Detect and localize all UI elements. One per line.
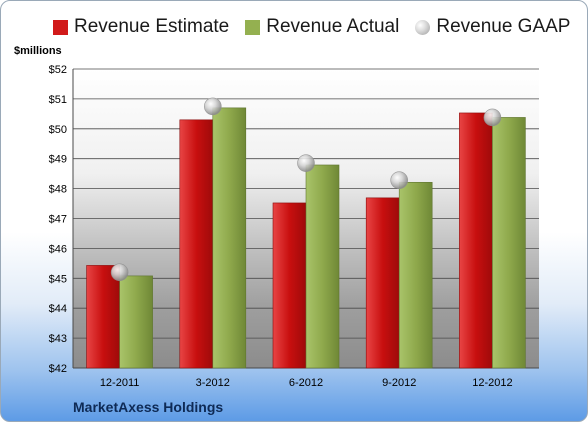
y-tick-label: $52 bbox=[49, 64, 67, 76]
bar-revenue-estimate bbox=[86, 265, 120, 369]
legend-label-actual: Revenue Actual bbox=[266, 16, 400, 37]
x-tick-label: 6-2012 bbox=[289, 377, 323, 389]
legend-swatch-actual bbox=[245, 19, 261, 35]
y-tick-label: $47 bbox=[49, 214, 67, 226]
bar-revenue-estimate bbox=[365, 197, 400, 369]
y-tick-label: $43 bbox=[49, 333, 67, 345]
bar-revenue-actual bbox=[492, 117, 526, 369]
y-tick-label: $44 bbox=[49, 303, 67, 315]
marker-revenue-gaap bbox=[110, 263, 129, 282]
bar-revenue-estimate bbox=[272, 202, 307, 369]
bar-revenue-actual bbox=[305, 164, 340, 369]
bar-revenue-actual bbox=[398, 182, 433, 369]
legend-swatch-estimate bbox=[53, 19, 68, 35]
y-tick-label: $50 bbox=[49, 124, 67, 136]
company-name: MarketAxess Holdings bbox=[73, 399, 224, 415]
y-tick-label: $45 bbox=[49, 273, 67, 285]
y-tick-label: $51 bbox=[49, 94, 67, 106]
bar-revenue-actual bbox=[212, 107, 247, 369]
legend-marker-gaap bbox=[415, 19, 431, 35]
y-axis-unit-label: $millions bbox=[14, 45, 62, 57]
legend-label-gaap: Revenue GAAP bbox=[436, 16, 571, 37]
chart-legend: Revenue Estimate Revenue Actual Revenue … bbox=[53, 16, 578, 38]
y-tick-label: $48 bbox=[49, 184, 67, 196]
legend-label-estimate: Revenue Estimate bbox=[74, 16, 230, 37]
marker-revenue-gaap bbox=[390, 171, 409, 190]
x-tick-label: 12-2012 bbox=[472, 377, 512, 389]
marker-revenue-gaap bbox=[483, 108, 502, 127]
bar-revenue-estimate bbox=[459, 112, 493, 369]
marker-revenue-gaap bbox=[204, 97, 222, 116]
y-tick-label: $49 bbox=[49, 154, 67, 166]
legend-item-gaap: Revenue GAAP bbox=[415, 16, 570, 38]
legend-item-estimate: Revenue Estimate bbox=[53, 16, 229, 38]
legend-item-actual: Revenue Actual bbox=[245, 16, 399, 38]
x-tick-label: 12-2011 bbox=[100, 377, 140, 389]
y-tick-label: $46 bbox=[49, 243, 67, 255]
x-tick-label: 9-2012 bbox=[382, 377, 416, 389]
bar-revenue-estimate bbox=[179, 119, 214, 369]
x-tick-label: 3-2012 bbox=[196, 377, 230, 389]
bar-revenue-actual bbox=[119, 275, 153, 369]
y-tick-label: $42 bbox=[49, 363, 67, 375]
marker-revenue-gaap bbox=[297, 154, 315, 172]
